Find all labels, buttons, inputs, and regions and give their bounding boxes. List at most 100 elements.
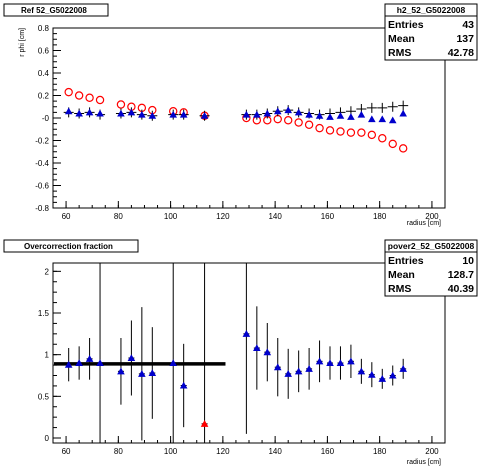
overcorrection-data-point xyxy=(305,365,313,372)
ref-data-point xyxy=(75,109,83,117)
ref-data-point xyxy=(315,111,324,119)
ref-data-point xyxy=(64,107,73,115)
ref-title-box xyxy=(3,3,109,17)
overcorrection-x-axis-label: radius [cm] xyxy=(407,459,441,466)
ref-data-point xyxy=(388,139,397,149)
ref-data-point xyxy=(357,110,366,118)
ref-data-point xyxy=(315,123,324,133)
ref-data-point xyxy=(169,110,178,118)
ref-stats-mean-label: Mean xyxy=(388,33,415,45)
overcorrection-x-tick-label: 160 xyxy=(321,447,335,456)
overcorrection-y-tick-label: 0.5 xyxy=(38,392,50,401)
ref-data-point xyxy=(346,128,356,137)
ref-data-point xyxy=(138,110,146,118)
ref-x-tick-label: 60 xyxy=(62,212,71,221)
ref-data-point xyxy=(398,144,408,153)
ref-x-tick-label: 100 xyxy=(164,212,178,221)
overcorrection-data-point xyxy=(138,370,146,377)
ref-data-point xyxy=(326,113,334,120)
overcorrection-data-point xyxy=(326,359,334,367)
overcorrection-stats-name: pover2_52_G5022008 xyxy=(388,241,475,251)
ref-y-tick-label: 0.6 xyxy=(38,47,50,56)
ref-data-point xyxy=(294,108,303,116)
overcorrection-x-tick-label: 60 xyxy=(62,447,71,456)
ref-stats-mean-value: 137 xyxy=(456,33,474,45)
ref-x-axis-label: radius [cm] xyxy=(407,220,441,227)
overcorrection-data-point xyxy=(127,354,136,362)
ref-data-point xyxy=(336,127,345,136)
ref-data-point xyxy=(117,109,125,117)
overcorrection-data-point xyxy=(242,330,251,337)
ref-data-point xyxy=(85,108,94,116)
overcorrection-data-point xyxy=(200,420,209,427)
ref-y-tick-label: -0.6 xyxy=(35,182,49,191)
ref-data-point xyxy=(284,116,293,125)
overcorrection-x-tick-label: 180 xyxy=(373,447,387,456)
overcorrection-y-tick-label: 0 xyxy=(45,434,50,443)
overcorrection-data-point xyxy=(75,359,83,367)
ref-title: Ref 52_G5022008 xyxy=(21,6,87,15)
ref-data-point xyxy=(377,102,388,113)
ref-x-tick-label: 180 xyxy=(373,212,387,221)
ref-y-tick-label: -0 xyxy=(42,114,50,123)
ref-y-axis-label: r phi [cm] xyxy=(19,28,26,57)
ref-stats-rms-label: RMS xyxy=(388,47,411,59)
overcorrection-data-point xyxy=(336,359,345,367)
ref-data-point xyxy=(273,107,282,115)
ref-y-tick-label: 0.2 xyxy=(38,92,50,101)
ref-y-tick-label: -0.2 xyxy=(35,137,49,146)
ref-panel: 60 80 100 120 140 160 180 200 -0.8 -0.6 -0.4 -0.2 -0… xyxy=(3,3,478,227)
ref-data-point xyxy=(304,120,314,129)
overcorrection-y-tick-label: 1.5 xyxy=(38,309,50,318)
ref-x-tick-label: 140 xyxy=(268,212,282,221)
overcorrection-data-point xyxy=(284,370,292,377)
ref-data-point xyxy=(325,126,335,135)
ref-data-point xyxy=(378,134,387,143)
ref-data-point xyxy=(347,113,355,120)
ref-stats-name: h2_52_G5022008 xyxy=(397,5,466,15)
overcorrection-data-point xyxy=(347,357,355,365)
ref-stats-entries-label: Entries xyxy=(388,19,424,31)
ref-x-tick-label: 160 xyxy=(321,212,335,221)
ref-data-point xyxy=(273,114,282,124)
overcorrection-stats-rms-label: RMS xyxy=(388,283,411,295)
overcorrection-data-point xyxy=(148,369,157,377)
overcorrection-stats-box: pover2_52_G5022008 Entries 10 Mean 128.7… xyxy=(384,239,478,297)
overcorrection-data-point xyxy=(85,355,94,362)
overcorrection-data-point xyxy=(357,367,366,375)
ref-data-point xyxy=(366,102,377,113)
overcorrection-stats-rms-value: 40.39 xyxy=(448,283,474,295)
overcorrection-stats-mean-value: 128.7 xyxy=(448,269,474,281)
ref-data-point xyxy=(398,100,409,111)
overcorrection-y-tick-label: 2 xyxy=(45,267,50,276)
overcorrection-data-point xyxy=(179,381,188,389)
overcorrection-x-tick-label: 100 xyxy=(164,447,178,456)
ref-data-point xyxy=(64,87,73,97)
overcorrection-panel: 60 80 100 120 140 160 180 200 0 0.5 1 1.5 2 Overcorr… xyxy=(3,239,478,466)
ref-y-tick-label: -0.8 xyxy=(35,204,49,213)
ref-y-tick-label: 0.4 xyxy=(38,69,50,78)
ref-data-point xyxy=(367,130,377,140)
overcorrection-x-tick-label: 140 xyxy=(268,447,282,456)
overcorrection-y-tick-label: 1 xyxy=(45,351,50,360)
ref-y-tick-label: -0.4 xyxy=(35,159,49,168)
ref-data-point xyxy=(116,100,126,109)
overcorrection-stats-entries-label: Entries xyxy=(388,255,424,267)
overcorrection-stats-frame xyxy=(384,239,478,297)
overcorrection-data-point xyxy=(294,367,303,375)
ref-x-tick-label: 80 xyxy=(114,212,123,221)
ref-data-point xyxy=(336,111,345,119)
overcorrection-data-point xyxy=(96,359,104,367)
ref-data-point xyxy=(96,109,104,117)
ref-data-point xyxy=(368,115,376,123)
overcorrection-data-point xyxy=(315,357,324,365)
overcorrection-stats-mean-label: Mean xyxy=(388,269,415,281)
ref-data-point xyxy=(305,110,313,118)
ref-data-point xyxy=(127,108,136,116)
ref-stats-box: h2_52_G5022008 Entries 43 Mean 137 RMS 4… xyxy=(384,3,478,61)
ref-data-point xyxy=(263,109,272,117)
overcorrection-data-point xyxy=(117,367,125,375)
overcorrection-data-point xyxy=(169,359,178,367)
ref-data-point xyxy=(253,110,261,118)
